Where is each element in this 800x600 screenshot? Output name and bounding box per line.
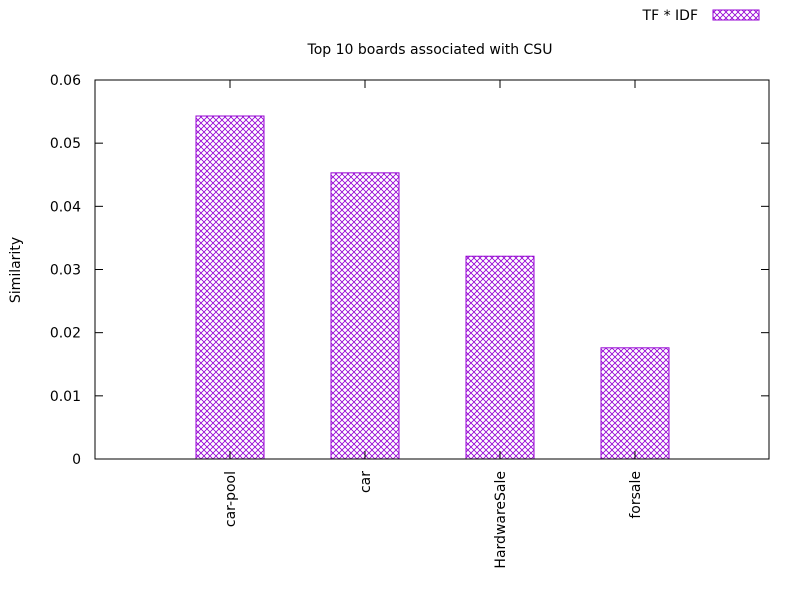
y-tick-label: 0 bbox=[72, 452, 81, 468]
x-tick-label: HardwareSale bbox=[493, 471, 509, 569]
x-tick-label: car-pool bbox=[223, 471, 239, 527]
bar-car-pool bbox=[195, 115, 265, 460]
bar-forsale bbox=[600, 347, 670, 460]
x-tick-label: forsale bbox=[628, 471, 644, 519]
y-tick-label: 0.02 bbox=[50, 326, 81, 342]
legend-swatch bbox=[712, 9, 760, 21]
bar-HardwareSale bbox=[465, 255, 535, 460]
y-tick-label: 0.04 bbox=[50, 199, 81, 215]
bars-group bbox=[195, 115, 670, 460]
x-tick-label: car bbox=[358, 471, 374, 493]
y-ticks-group: 0 0.01 0.02 0.03 0.04 0.05 0.06 bbox=[50, 73, 769, 468]
chart-title: Top 10 boards associated with CSU bbox=[307, 42, 553, 58]
plot-frame bbox=[94, 79, 770, 460]
y-tick-label: 0.05 bbox=[50, 136, 81, 152]
y-tick-label: 0.06 bbox=[50, 73, 81, 89]
legend: TF * IDF bbox=[642, 8, 760, 24]
legend-label: TF * IDF bbox=[642, 8, 698, 24]
x-ticks-group: car-pool car HardwareSale forsale bbox=[223, 80, 644, 569]
y-tick-label: 0.03 bbox=[50, 263, 81, 279]
y-axis-label: Similarity bbox=[8, 237, 24, 303]
y-tick-label: 0.01 bbox=[50, 389, 81, 405]
bar-car bbox=[330, 172, 400, 460]
